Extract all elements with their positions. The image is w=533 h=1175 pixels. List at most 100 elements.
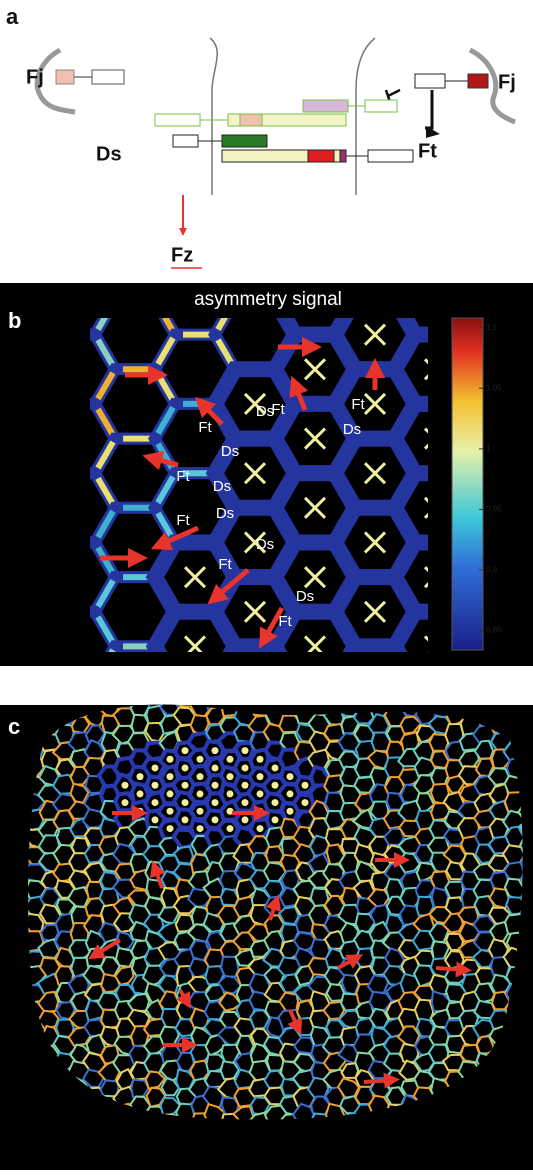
dot bbox=[197, 825, 204, 832]
cell bbox=[188, 682, 211, 699]
panel-title: asymmetry signal bbox=[194, 289, 342, 310]
cell bbox=[474, 690, 494, 707]
dot bbox=[257, 825, 264, 832]
cell bbox=[395, 196, 475, 265]
cell bbox=[416, 689, 435, 707]
cell bbox=[445, 882, 463, 898]
colorbar-tick-label: 1.05 bbox=[486, 383, 502, 392]
cross bbox=[245, 671, 265, 691]
dot bbox=[152, 816, 159, 823]
cell bbox=[130, 679, 151, 698]
box bbox=[240, 114, 262, 126]
dot bbox=[272, 782, 279, 789]
dot bbox=[257, 756, 264, 763]
cell bbox=[370, 683, 389, 699]
cell-label: Ft bbox=[351, 396, 365, 413]
label-ds: Ds bbox=[96, 143, 122, 165]
cell-label: Ds bbox=[296, 588, 314, 605]
dot bbox=[272, 799, 279, 806]
cell bbox=[341, 679, 359, 699]
dot bbox=[152, 799, 159, 806]
dot bbox=[182, 816, 189, 823]
cell bbox=[459, 680, 481, 701]
colorbar bbox=[452, 318, 483, 650]
box bbox=[468, 74, 488, 88]
cell bbox=[355, 688, 377, 708]
membrane bbox=[210, 38, 217, 195]
dot bbox=[182, 799, 189, 806]
dot bbox=[227, 756, 234, 763]
label-fj: Fj bbox=[26, 66, 44, 88]
cross bbox=[485, 255, 505, 275]
dot bbox=[287, 790, 294, 797]
label-fj: Fj bbox=[498, 71, 516, 93]
dot bbox=[227, 790, 234, 797]
box bbox=[173, 135, 198, 147]
cross bbox=[425, 221, 445, 241]
box bbox=[365, 100, 397, 112]
dot bbox=[182, 764, 189, 771]
dot bbox=[212, 764, 219, 771]
cell bbox=[160, 680, 180, 701]
dot bbox=[227, 825, 234, 832]
dot bbox=[197, 756, 204, 763]
cell bbox=[354, 777, 374, 793]
dot bbox=[212, 816, 219, 823]
label-ft: Ft bbox=[418, 140, 437, 162]
dot bbox=[227, 773, 234, 780]
colorbar-tick-label: 1.1 bbox=[486, 323, 498, 332]
cell-label: Ft bbox=[278, 613, 292, 630]
dot bbox=[257, 790, 264, 797]
cell bbox=[85, 689, 105, 706]
dot bbox=[272, 816, 279, 823]
dot bbox=[257, 773, 264, 780]
cross bbox=[365, 671, 385, 691]
dot bbox=[242, 747, 249, 754]
dot bbox=[197, 773, 204, 780]
dot bbox=[197, 808, 204, 815]
cell bbox=[40, 680, 61, 699]
dot bbox=[137, 790, 144, 797]
cell bbox=[280, 681, 302, 700]
dot bbox=[242, 782, 249, 789]
dot bbox=[122, 799, 129, 806]
arrow bbox=[364, 1080, 392, 1082]
cell bbox=[219, 682, 239, 697]
box bbox=[368, 150, 413, 162]
dot bbox=[242, 816, 249, 823]
dot bbox=[197, 790, 204, 797]
cross bbox=[305, 221, 325, 241]
dot bbox=[122, 782, 129, 789]
colorbar-tick-label: 0.95 bbox=[486, 505, 502, 514]
panel-label: b bbox=[8, 308, 21, 333]
dot bbox=[287, 773, 294, 780]
box bbox=[340, 150, 346, 162]
panel-a: a Fj Fj Ft Ds Fz bbox=[6, 4, 516, 268]
cell-label: Ft bbox=[218, 556, 232, 573]
membrane bbox=[356, 38, 375, 195]
cell-edge bbox=[155, 196, 235, 265]
box bbox=[303, 100, 348, 112]
cell bbox=[250, 681, 271, 700]
dot bbox=[167, 773, 174, 780]
dot bbox=[167, 790, 174, 797]
dot bbox=[167, 808, 174, 815]
arrow bbox=[436, 968, 464, 970]
dot bbox=[167, 756, 174, 763]
box bbox=[92, 70, 124, 84]
cell bbox=[115, 690, 135, 707]
mesh bbox=[8, 679, 533, 1142]
cell bbox=[489, 680, 509, 700]
cell-label: Ft bbox=[271, 401, 285, 418]
cell bbox=[522, 683, 533, 700]
dot bbox=[212, 782, 219, 789]
box bbox=[56, 70, 74, 84]
cell-label: Ds bbox=[216, 505, 234, 522]
dot bbox=[242, 799, 249, 806]
cell bbox=[308, 681, 330, 701]
box bbox=[222, 135, 267, 147]
page: body { margin: 0; width: 533px; height: … bbox=[0, 0, 533, 1170]
cell-edge bbox=[35, 196, 115, 265]
cross bbox=[365, 255, 385, 275]
panel-label: a bbox=[6, 4, 19, 29]
